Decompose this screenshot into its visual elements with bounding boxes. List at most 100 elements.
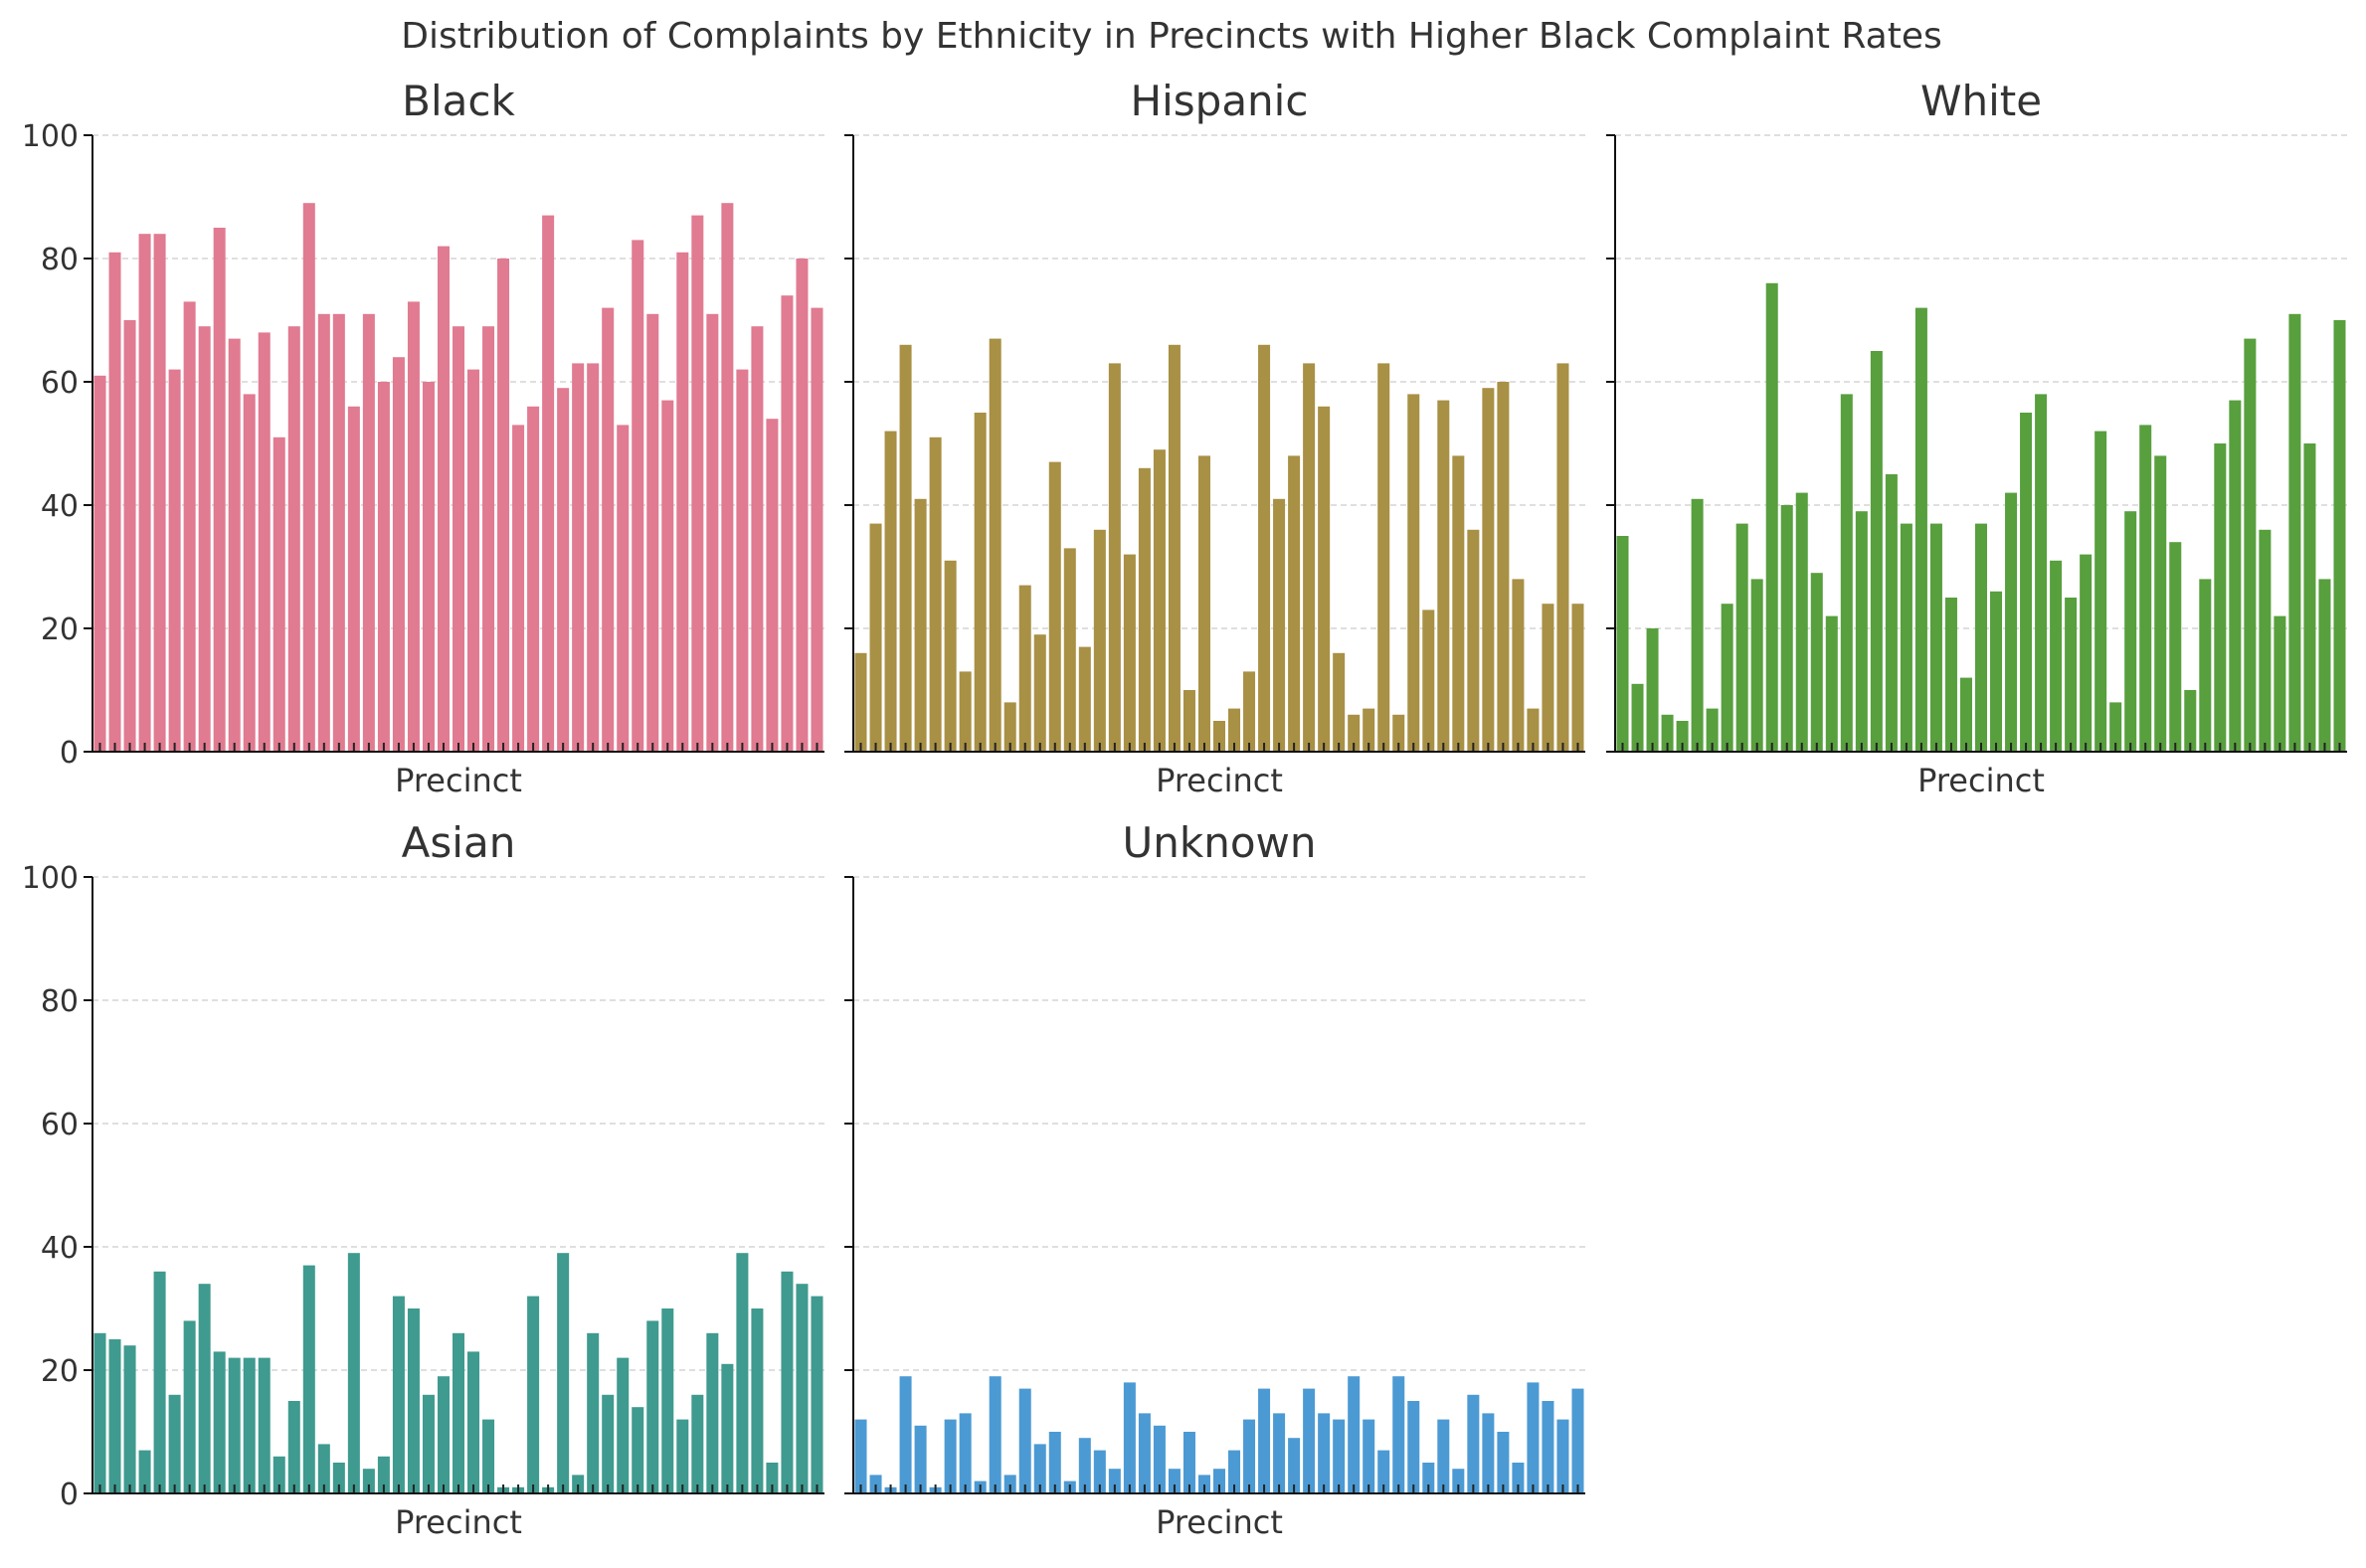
bar — [1258, 344, 1271, 752]
bar — [1153, 449, 1166, 752]
y-tick-label: 40 — [41, 489, 79, 524]
bar — [1392, 714, 1405, 752]
bar — [1318, 1413, 1331, 1493]
bar — [1318, 406, 1331, 752]
bar — [1556, 1419, 1569, 1493]
bar — [123, 320, 136, 752]
bar — [2005, 492, 2018, 752]
y-tick-label: 0 — [60, 736, 79, 771]
bar — [198, 1284, 211, 1493]
bar — [1556, 363, 1569, 752]
y-tick-label: 20 — [41, 612, 79, 647]
subplot-title: Hispanic — [1131, 77, 1309, 125]
bar — [1437, 400, 1450, 752]
bar — [706, 1332, 719, 1493]
bar — [243, 394, 256, 752]
bar — [1228, 708, 1241, 752]
bar — [1990, 591, 2003, 752]
bar — [287, 1401, 300, 1493]
bar — [1348, 1376, 1361, 1493]
bar — [1452, 455, 1465, 752]
bar — [138, 234, 151, 752]
bar — [2035, 394, 2048, 752]
bar — [2303, 443, 2316, 752]
bar — [2288, 313, 2301, 752]
bar — [1078, 1438, 1091, 1493]
bar — [1333, 652, 1346, 752]
bar — [93, 375, 106, 752]
bar — [1303, 363, 1316, 752]
bar — [944, 560, 957, 752]
bar — [1631, 683, 1644, 752]
bar — [1422, 610, 1435, 752]
bar — [2109, 702, 2122, 752]
bar — [646, 313, 659, 752]
bar — [213, 1351, 226, 1493]
bar — [1003, 702, 1016, 752]
bar — [213, 228, 226, 752]
bar — [989, 338, 1001, 752]
bar — [243, 1357, 256, 1493]
subplot-title: White — [1920, 77, 2042, 125]
bar — [1212, 1469, 1226, 1493]
bar — [676, 1419, 689, 1493]
bar — [1063, 548, 1076, 752]
bar — [1646, 628, 1659, 752]
bar — [781, 1271, 794, 1493]
bar — [527, 406, 540, 752]
bar — [1288, 1438, 1301, 1493]
bar — [1258, 1388, 1271, 1493]
bar — [392, 1296, 405, 1493]
bar — [1197, 1475, 1210, 1493]
bar — [183, 301, 196, 752]
bar — [347, 406, 360, 752]
y-tick-label: 60 — [41, 1108, 79, 1142]
bar — [347, 1253, 360, 1493]
bar — [1183, 1432, 1195, 1493]
bar — [302, 1265, 315, 1493]
bar — [317, 313, 330, 752]
bar — [929, 436, 942, 752]
bar — [1273, 1413, 1286, 1493]
bar — [1153, 1425, 1166, 1493]
bar — [123, 1345, 136, 1493]
y-tick-label: 100 — [22, 861, 79, 896]
bar — [1855, 511, 1868, 752]
bar — [736, 369, 749, 752]
bar — [1512, 579, 1525, 752]
bar — [1303, 1388, 1316, 1493]
bar — [1840, 394, 1853, 752]
subplot-title: Asian — [402, 818, 516, 867]
bar — [497, 259, 510, 752]
bar — [572, 363, 585, 752]
bar — [1959, 677, 1972, 752]
bar — [766, 419, 779, 752]
bar — [1123, 554, 1136, 752]
bar — [899, 344, 912, 752]
bar — [914, 1425, 927, 1493]
figure-title: Distribution of Complaints by Ethnicity … — [401, 16, 1941, 57]
bar — [1333, 1419, 1346, 1493]
bar — [258, 332, 271, 752]
bar — [542, 215, 555, 753]
y-tick-label: 20 — [41, 1354, 79, 1389]
bar — [168, 369, 181, 752]
bar — [1870, 351, 1883, 752]
bar — [1944, 598, 1957, 752]
bar — [1003, 1475, 1016, 1493]
bar — [228, 1357, 241, 1493]
bar — [751, 326, 764, 752]
subplot-title: Unknown — [1123, 818, 1317, 867]
bar — [557, 388, 570, 752]
bar — [1676, 721, 1689, 752]
bar — [1482, 388, 1495, 752]
bar — [1616, 536, 1629, 752]
bar — [1512, 1463, 1525, 1493]
bar — [869, 523, 882, 752]
bar — [899, 1376, 912, 1493]
bar — [1527, 708, 1540, 752]
bar — [2214, 443, 2227, 752]
bar — [1735, 523, 1748, 752]
bar — [617, 1357, 630, 1493]
bar — [1452, 1469, 1465, 1493]
